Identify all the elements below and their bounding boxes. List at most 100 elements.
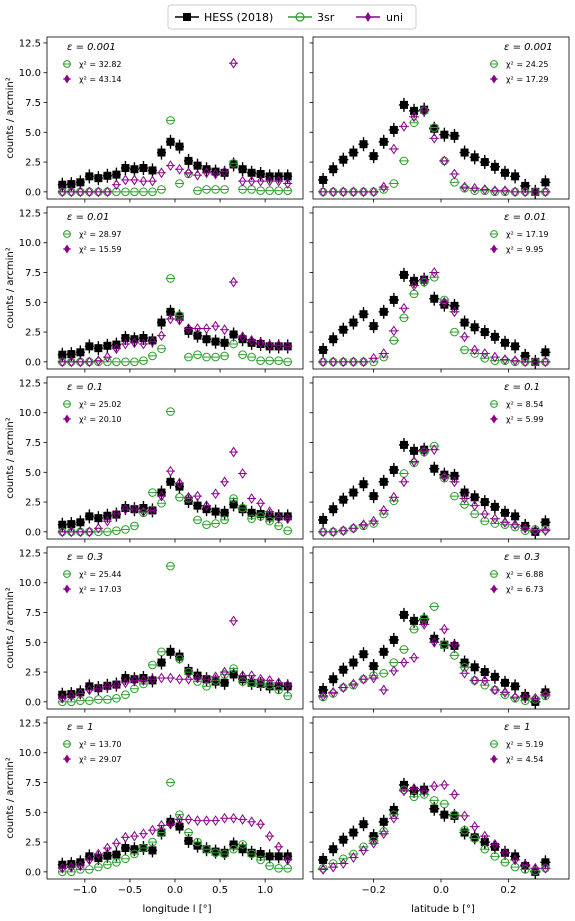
hess-point (420, 445, 429, 454)
uni-point (76, 860, 84, 872)
uni-point (511, 854, 519, 866)
y-axis-label: counts / arcmin² (5, 77, 16, 159)
uni-point (211, 320, 220, 332)
hess-point (359, 650, 368, 659)
hess-point (175, 652, 184, 661)
hess-point (490, 162, 499, 171)
hess-point (410, 786, 419, 795)
y-tick-label: 0.0 (25, 527, 41, 538)
hess-point (193, 501, 202, 510)
uni-point (130, 337, 139, 349)
3sr-point (531, 866, 540, 875)
3sr-point (520, 865, 530, 874)
uni-point (531, 356, 539, 368)
3sr-point (409, 624, 419, 634)
uni-point (266, 506, 274, 518)
hess-point (389, 805, 398, 814)
uni-point (450, 168, 459, 180)
uni-point (380, 505, 388, 516)
uni-point (85, 684, 93, 696)
uni-point (450, 476, 459, 488)
uni-point (211, 671, 220, 683)
uni-point (275, 841, 283, 853)
uni-point (229, 812, 238, 824)
3sr-point (229, 664, 238, 673)
hess-point (329, 675, 338, 684)
uni-point (471, 675, 479, 686)
uni-point (121, 174, 130, 186)
hess-point (359, 140, 368, 149)
chi2-value-3sr: χ² = 13.70 (79, 740, 122, 749)
3sr-point (148, 660, 157, 670)
3sr-point (429, 123, 439, 132)
uni-point (58, 862, 66, 874)
uni-point (390, 325, 398, 337)
3sr-point (202, 520, 211, 530)
hess-point (139, 334, 148, 343)
hess-point (238, 335, 247, 344)
uni-point (148, 824, 157, 836)
hess-point (339, 495, 348, 504)
uni-point (248, 335, 256, 346)
3sr-point (256, 512, 265, 521)
uni-point (430, 132, 438, 144)
uni-point (139, 175, 148, 187)
hess-point (220, 508, 229, 517)
3sr-point (283, 357, 292, 367)
hess-point (450, 471, 459, 480)
uni-point (491, 684, 499, 696)
legend-entry-uni: uni (356, 11, 403, 24)
uni-point (257, 673, 265, 685)
uni-point (202, 673, 211, 685)
y-tick-label: 2.5 (25, 498, 41, 509)
uni-point (166, 818, 175, 830)
3sr-point (274, 356, 283, 365)
hess-point (420, 785, 429, 794)
hess-point (58, 520, 67, 529)
uni-point (175, 477, 184, 489)
hess-point (430, 804, 439, 813)
hess-point (470, 663, 479, 672)
uni-point (420, 274, 428, 286)
3sr-point (247, 849, 256, 859)
x-tick-label: −0.5 (118, 885, 142, 896)
uni-point (148, 505, 157, 516)
3sr-point (399, 313, 409, 323)
3sr-point (184, 667, 193, 677)
hess-point (430, 464, 439, 473)
uni-point (511, 691, 519, 703)
3sr-point (265, 516, 274, 526)
uni-point (531, 186, 539, 198)
uni-point (166, 672, 175, 684)
uni-point (521, 522, 529, 534)
y-tick-label: 10.0 (19, 578, 41, 589)
3sr-point (274, 186, 283, 195)
hess-point (399, 780, 408, 789)
3sr-point (229, 158, 238, 168)
chi2-marker-3sr-circle (63, 740, 71, 748)
hess-point (501, 168, 509, 177)
uni-point (130, 174, 139, 186)
3sr-point (184, 352, 193, 362)
hess-point (211, 337, 220, 346)
chi2-marker-uni-diamond (64, 754, 70, 764)
hess-point (359, 480, 368, 489)
x-tick-label: 0.0 (167, 885, 183, 896)
uni-point (460, 810, 469, 822)
hess-point (470, 493, 479, 502)
3sr-point (450, 327, 459, 337)
uni-point (275, 512, 283, 523)
3sr-point (229, 339, 238, 349)
y-axis-label: counts / arcmin² (5, 417, 16, 499)
hess-point (265, 682, 274, 691)
3sr-point (419, 277, 429, 287)
hess-point (511, 512, 520, 521)
3sr-point (490, 519, 500, 528)
3sr-point (112, 187, 121, 197)
uni-point (266, 175, 274, 187)
hess-point (460, 828, 469, 837)
hess-point (256, 169, 265, 178)
hess-point (139, 164, 148, 173)
chi2-value-3sr: χ² = 6.88 (506, 570, 543, 579)
y-tick-label: 5.0 (25, 298, 41, 309)
